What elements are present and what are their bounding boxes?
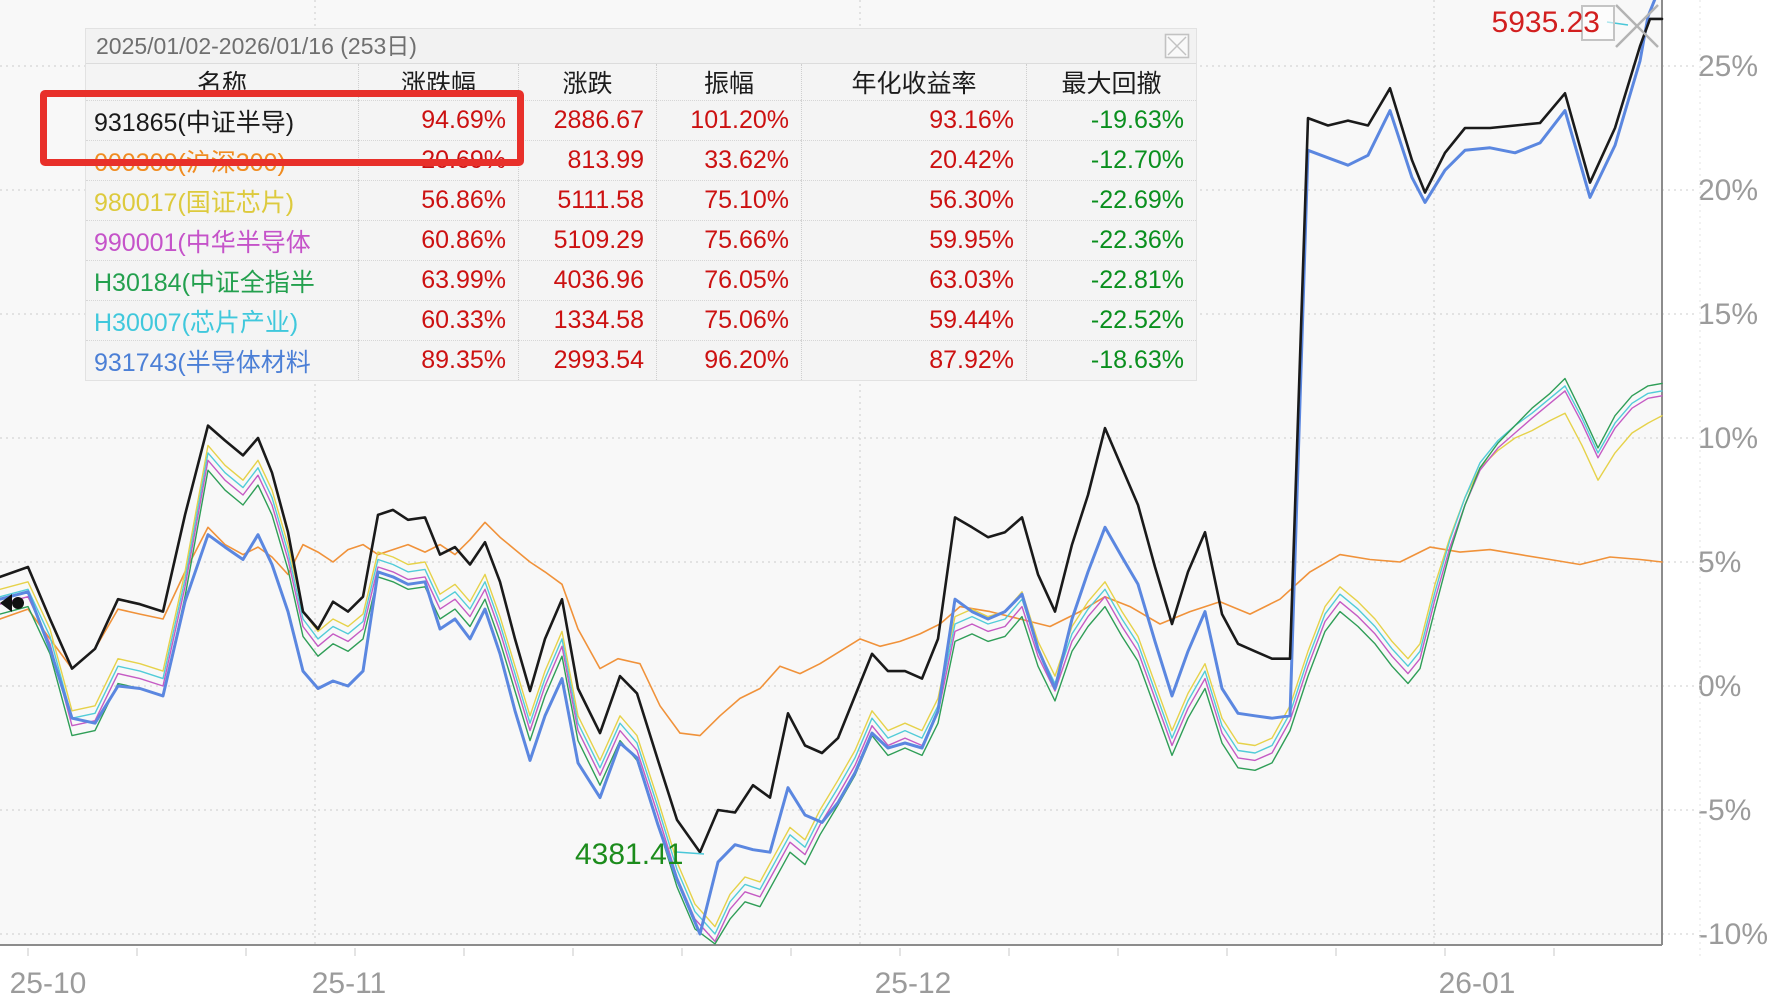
y-axis-label: -5%	[1698, 794, 1751, 827]
y-axis-label: -10%	[1698, 918, 1768, 951]
column-header: 涨跌	[518, 64, 656, 100]
series-row-mdd[interactable]: -22.69%	[1026, 180, 1196, 220]
series-row-ann[interactable]: 93.16%	[801, 100, 1026, 140]
range-handle-icon[interactable]	[0, 594, 12, 612]
crosshair-box-icon	[1581, 5, 1615, 41]
y-axis-label: 15%	[1698, 298, 1758, 331]
series-line	[0, 17, 1664, 854]
range-handle-icon[interactable]	[12, 597, 24, 609]
x-axis-label: 25-10	[10, 967, 87, 1000]
series-row-amp[interactable]: 33.62%	[656, 140, 801, 180]
series-row-chg_pct[interactable]: 20.69%	[358, 140, 518, 180]
y-axis-label: 25%	[1698, 50, 1758, 83]
series-row-amp[interactable]: 76.05%	[656, 260, 801, 300]
price-annotation: 5935.23	[1492, 6, 1600, 39]
series-row-mdd[interactable]: -18.63%	[1026, 340, 1196, 380]
series-row-mdd[interactable]: -22.81%	[1026, 260, 1196, 300]
column-header: 涨跌幅	[358, 64, 518, 100]
series-row-chg_pct[interactable]: 56.86%	[358, 180, 518, 220]
series-row-mdd[interactable]: -12.70%	[1026, 140, 1196, 180]
series-row-chg[interactable]: 2993.54	[518, 340, 656, 380]
series-row-amp[interactable]: 101.20%	[656, 100, 801, 140]
series-row-ann[interactable]: 87.92%	[801, 340, 1026, 380]
series-row-name[interactable]: 000300(沪深300)	[86, 140, 358, 180]
series-line	[0, 390, 1663, 943]
series-row-chg[interactable]: 5111.58	[518, 180, 656, 220]
series-row-chg[interactable]: 2886.67	[518, 100, 656, 140]
series-row-mdd[interactable]: -22.36%	[1026, 220, 1196, 260]
series-row-mdd[interactable]: -22.52%	[1026, 300, 1196, 340]
x-axis-label: 25-11	[312, 967, 387, 1000]
series-row-chg[interactable]: 5109.29	[518, 220, 656, 260]
series-row-amp[interactable]: 96.20%	[656, 340, 801, 380]
x-axis-label: 25-12	[875, 967, 952, 1000]
series-row-name[interactable]: 931743(半导体材料	[86, 340, 358, 380]
series-row-chg_pct[interactable]: 94.69%	[358, 100, 518, 140]
y-axis-label: 5%	[1698, 546, 1741, 579]
series-row-chg_pct[interactable]: 63.99%	[358, 260, 518, 300]
y-axis-label: 10%	[1698, 422, 1758, 455]
series-row-ann[interactable]: 56.30%	[801, 180, 1026, 220]
series-row-name[interactable]: 990001(中华半导体	[86, 220, 358, 260]
y-axis-label: 0%	[1698, 670, 1741, 703]
series-row-ann[interactable]: 59.95%	[801, 220, 1026, 260]
series-row-mdd[interactable]: -19.63%	[1026, 100, 1196, 140]
series-row-chg[interactable]: 4036.96	[518, 260, 656, 300]
column-header: 名称	[196, 70, 247, 98]
date-range-title: 2025/01/02-2026/01/16 (253日)	[96, 33, 417, 59]
x-axis-label: 26-01	[1439, 967, 1516, 1000]
series-row-chg[interactable]: 813.99	[518, 140, 656, 180]
panel-title-bar: 2025/01/02-2026/01/16 (253日)	[86, 29, 1196, 64]
series-row-chg_pct[interactable]: 60.33%	[358, 300, 518, 340]
column-header: 最大回撤	[1026, 64, 1196, 100]
series-row-chg_pct[interactable]: 60.86%	[358, 220, 518, 260]
series-line	[0, 0, 1657, 936]
price-annotation: 4381.41	[575, 838, 683, 871]
series-row-name[interactable]: 980017(国证芯片)	[86, 180, 358, 220]
close-icon[interactable]	[1164, 33, 1190, 59]
column-header: 年化收益率	[801, 64, 1026, 100]
series-row-amp[interactable]: 75.66%	[656, 220, 801, 260]
series-row-name[interactable]: H30184(中证全指半	[86, 260, 358, 300]
series-row-amp[interactable]: 75.10%	[656, 180, 801, 220]
series-row-chg_pct[interactable]: 89.35%	[358, 340, 518, 380]
y-axis-label: 20%	[1698, 174, 1758, 207]
stats-table: 名称 涨跌幅 涨跌 振幅 年化收益率 最大回撤 931865(中证半导) 94.69% 2886…	[86, 64, 1196, 380]
series-row-ann[interactable]: 59.44%	[801, 300, 1026, 340]
series-line	[0, 412, 1663, 928]
stats-panel: 2025/01/02-2026/01/16 (253日) 名称 涨跌幅 涨跌 振幅 年化…	[85, 28, 1197, 381]
series-line	[0, 385, 1663, 935]
column-header: 振幅	[656, 64, 801, 100]
annotation-connector	[675, 851, 705, 855]
crosshair-x-icon	[1615, 4, 1659, 48]
series-row-amp[interactable]: 75.06%	[656, 300, 801, 340]
series-row-name[interactable]: H30007(芯片产业)	[86, 300, 358, 340]
series-row-chg[interactable]: 1334.58	[518, 300, 656, 340]
series-row-name[interactable]: 931865(中证半导)	[86, 100, 358, 140]
series-row-ann[interactable]: 63.03%	[801, 260, 1026, 300]
series-row-ann[interactable]: 20.42%	[801, 140, 1026, 180]
